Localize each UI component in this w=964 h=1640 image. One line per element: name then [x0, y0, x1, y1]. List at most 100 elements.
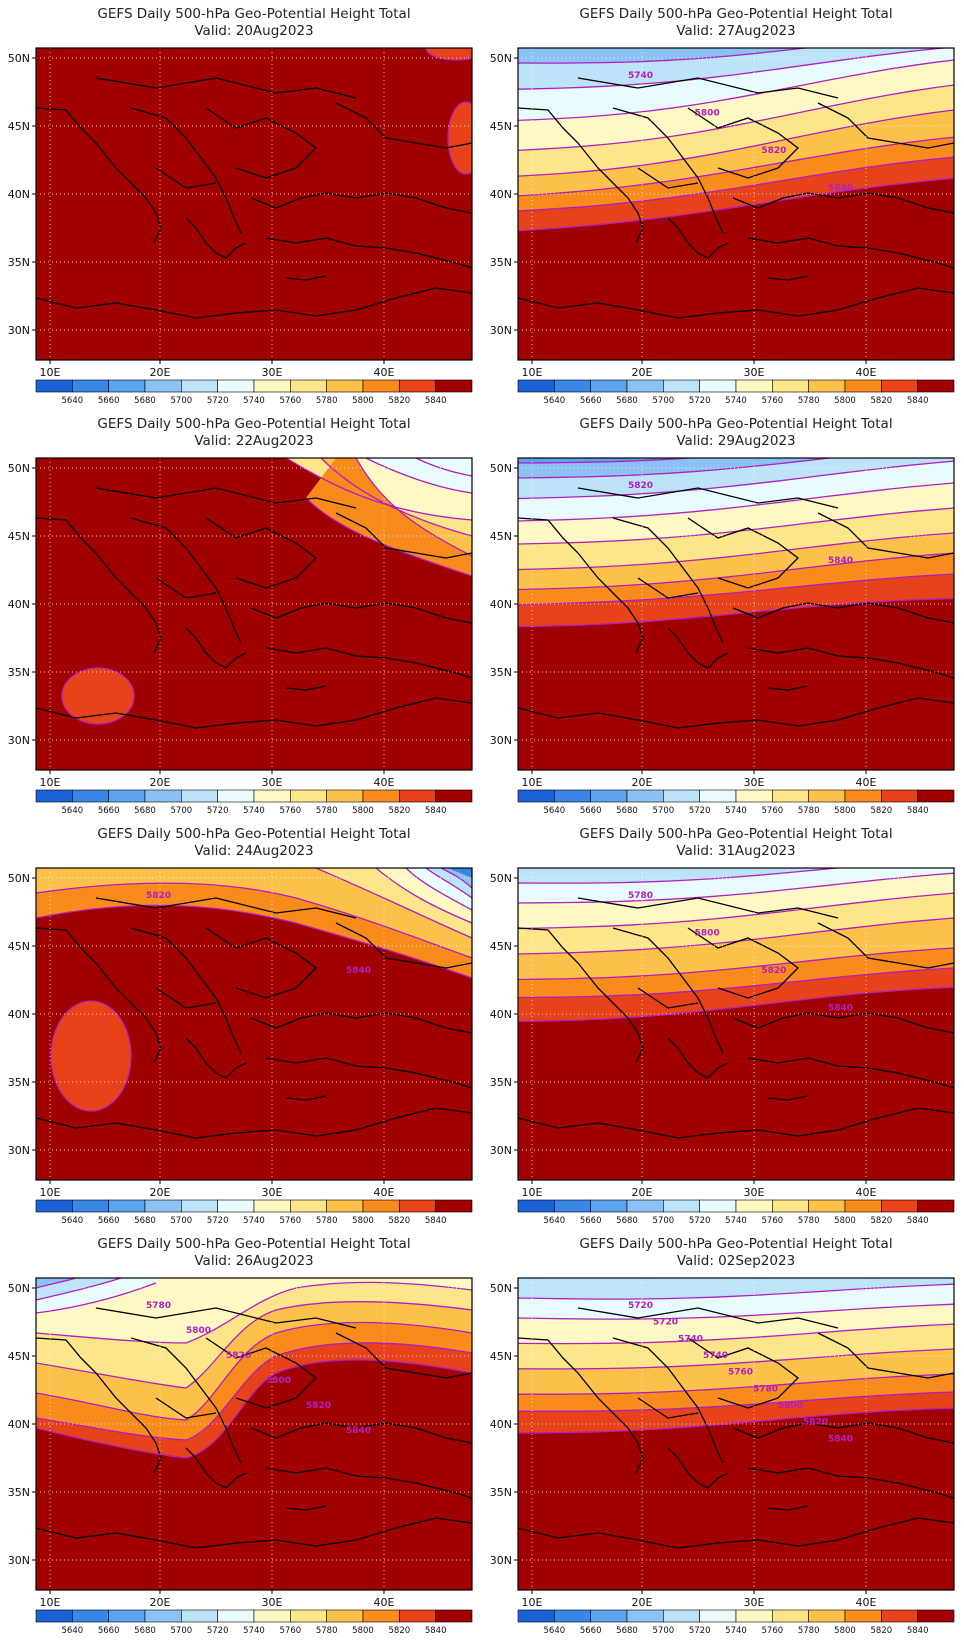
lat-label: 40N — [8, 1008, 30, 1021]
lon-label: 30E — [262, 366, 283, 379]
colorbar: 5640 5660 5680 5700 5720 5740 5760 5780 5800 5820… — [35, 379, 473, 406]
lat-label: 45N — [8, 120, 30, 133]
colorbar-label: 5800 — [834, 1216, 856, 1226]
colorbar-swatch — [699, 379, 737, 393]
map-frame — [35, 457, 473, 771]
coastline — [767, 685, 809, 691]
coastline — [518, 697, 954, 729]
colorbar-label: 5780 — [316, 396, 338, 406]
lat-label: 50N — [490, 1282, 512, 1295]
coastline — [185, 1037, 247, 1079]
colorbar-label: 5720 — [689, 806, 711, 816]
contour-cell — [447, 101, 472, 175]
coastline — [518, 517, 644, 654]
colorbar-label: 5740 — [243, 806, 265, 816]
contour-line — [375, 868, 472, 924]
coastline — [637, 167, 699, 189]
coastline — [612, 1337, 724, 1464]
colorbar: 5640 5660 5680 5700 5720 5740 5760 5780 5800 5820… — [517, 789, 955, 816]
lat-label: 35N — [8, 1486, 30, 1499]
contour-label: 5820 — [306, 1401, 331, 1411]
colorbar-swatch — [362, 1609, 400, 1623]
coastline — [36, 1107, 472, 1139]
map-panel: GEFS Daily 500-hPa Geo-Potential Height … — [8, 416, 473, 816]
colorbar-swatch — [808, 1609, 846, 1623]
colorbar-label: 5740 — [725, 1626, 747, 1636]
coastline — [36, 1517, 472, 1549]
lon-label: 20E — [150, 1186, 171, 1199]
contour-label: 5740 — [628, 71, 653, 81]
coastline — [130, 517, 242, 644]
contour-label: 5800 — [695, 929, 720, 939]
lon-label: 10E — [522, 776, 543, 789]
colorbar-swatch — [517, 1609, 555, 1623]
lon-label: 40E — [374, 1596, 395, 1609]
lon-label: 30E — [262, 776, 283, 789]
map-fill — [36, 48, 472, 360]
contour-line — [518, 967, 954, 999]
contour-line — [415, 458, 472, 477]
contour-line — [518, 892, 954, 930]
contour-line — [518, 48, 951, 90]
colorbar-swatch — [663, 379, 700, 393]
coastline — [747, 237, 954, 269]
colorbar-label: 5680 — [616, 1216, 638, 1226]
colorbar-swatch — [772, 1609, 809, 1623]
colorbar-swatch — [72, 1199, 109, 1213]
contour-label: 5720 — [653, 1318, 678, 1328]
contour-cell — [61, 667, 135, 725]
coastline — [155, 167, 217, 189]
colorbar-label: 5800 — [352, 1216, 374, 1226]
map-area: 5780 5800 5820 5800 5820 5840 50N 45N 40N 35N 30N 1… — [8, 1277, 473, 1609]
coastline — [747, 647, 954, 679]
field-base — [36, 48, 472, 360]
colorbar-label: 5780 — [316, 806, 338, 816]
lat-label: 40N — [8, 598, 30, 611]
coastline — [155, 987, 217, 1009]
colorbar-swatch — [626, 789, 664, 803]
colorbar-label: 5640 — [62, 806, 84, 816]
colorbar-swatch — [290, 1609, 327, 1623]
colorbar-label: 5640 — [544, 1626, 566, 1636]
colorbar-label: 5720 — [207, 806, 229, 816]
colorbar-label: 5720 — [207, 1216, 229, 1226]
colorbar-label: 5840 — [907, 396, 929, 406]
coastline — [285, 1095, 327, 1101]
colorbar-swatch — [399, 1609, 436, 1623]
contour-line — [518, 59, 954, 122]
coastline — [265, 647, 472, 679]
panel-title: GEFS Daily 500-hPa Geo-Potential Height … — [579, 416, 892, 432]
lat-label: 30N — [490, 734, 512, 747]
colorbar-swatch — [554, 789, 591, 803]
coastline — [185, 217, 247, 259]
contour-line — [518, 986, 954, 1023]
colorbar-swatch — [144, 1609, 182, 1623]
colorbar-swatch — [399, 379, 436, 393]
colorbar-label: 5660 — [98, 1216, 120, 1226]
colorbar-label: 5680 — [616, 1626, 638, 1636]
lat-label: 50N — [8, 872, 30, 885]
colorbar-label: 5820 — [871, 1626, 893, 1636]
colorbar-swatch — [881, 1199, 918, 1213]
colorbar-swatch — [772, 379, 809, 393]
lat-label: 35N — [490, 1486, 512, 1499]
lon-label: 40E — [374, 776, 395, 789]
coastline — [130, 927, 242, 1054]
contour-line — [518, 872, 954, 904]
contour-cell — [50, 1000, 132, 1112]
contour-line — [36, 1359, 472, 1459]
colorbar-swatch — [699, 1199, 737, 1213]
coastline — [335, 922, 472, 969]
colorbar-swatch — [326, 1609, 364, 1623]
coastline — [36, 517, 162, 654]
lon-label: 10E — [522, 366, 543, 379]
contour-line — [355, 458, 472, 557]
map-panel: GEFS Daily 500-hPa Geo-Potential Height … — [8, 1236, 473, 1636]
colorbar-swatch — [435, 789, 473, 803]
contour-line — [320, 458, 472, 537]
coastline — [205, 517, 317, 589]
map-frame — [517, 867, 955, 1181]
coastline — [817, 512, 954, 559]
colorbar-label: 5700 — [171, 806, 193, 816]
colorbar-swatch — [808, 379, 846, 393]
